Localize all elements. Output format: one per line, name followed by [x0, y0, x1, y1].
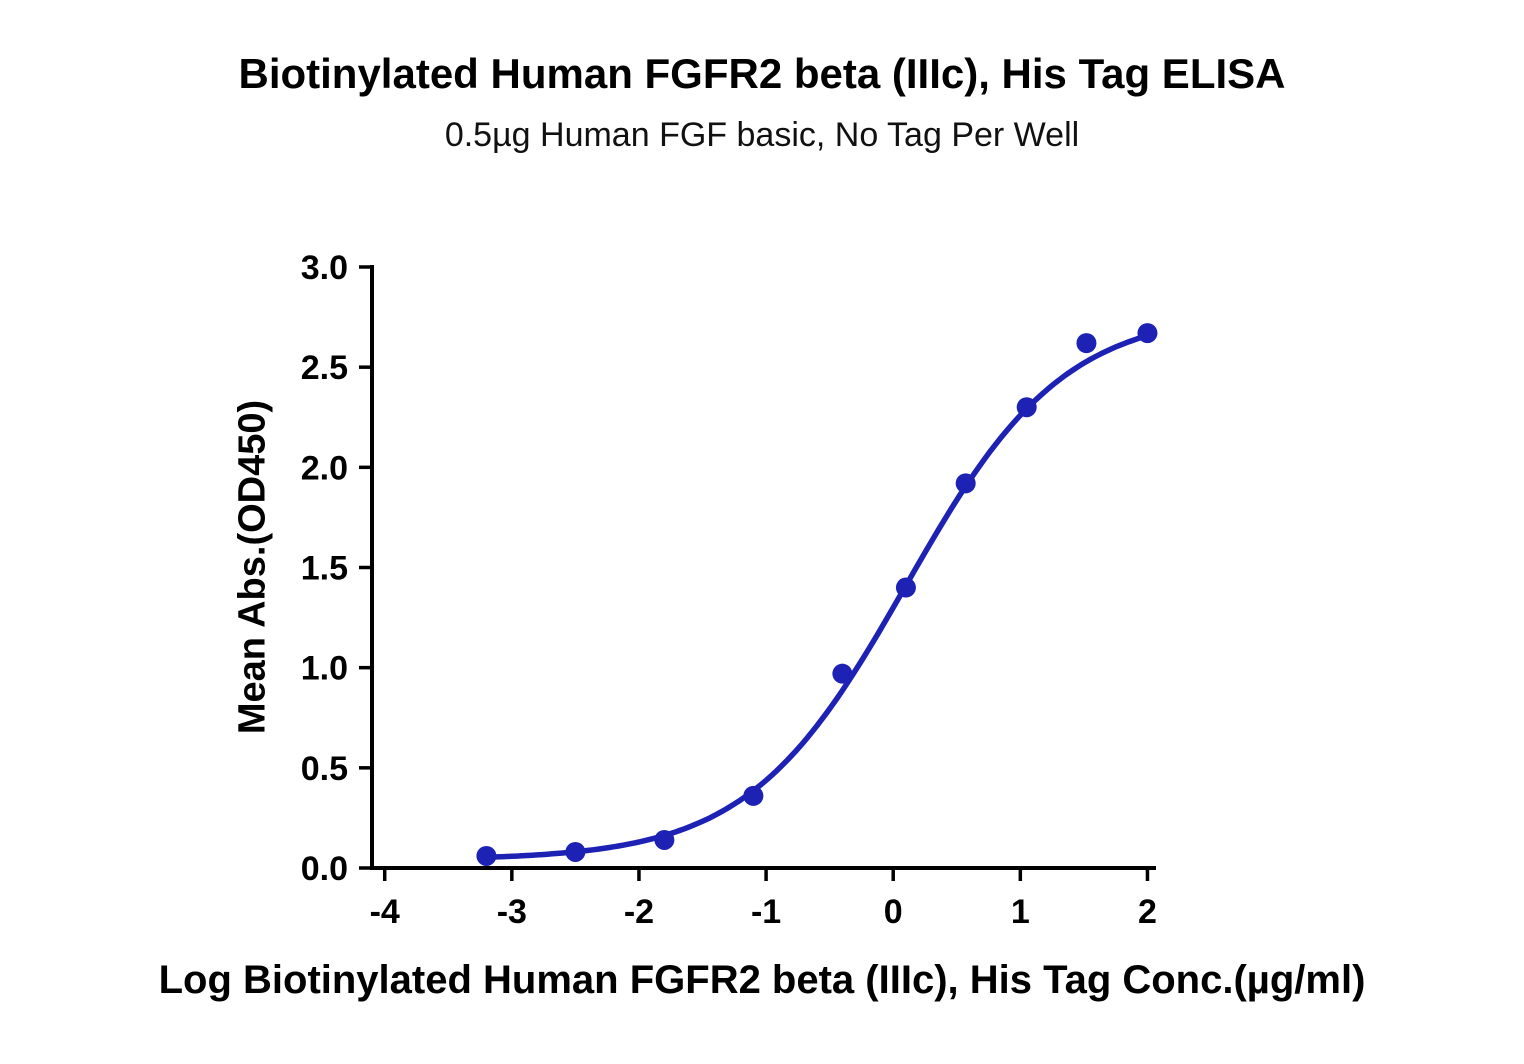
x-tick-label: -4: [370, 893, 400, 931]
fit-curve: [483, 332, 1151, 861]
chart-title: Biotinylated Human FGFR2 beta (IIIc), Hi…: [238, 50, 1286, 97]
x-tick-label: -2: [624, 893, 654, 931]
x-tick-label: 1: [1011, 893, 1030, 931]
y-tick-label: 0.0: [301, 850, 348, 888]
y-tick-label: 0.5: [301, 750, 348, 788]
x-tick-label: -3: [497, 893, 527, 931]
y-tick-label: 2.0: [301, 449, 348, 487]
data-point: [832, 663, 853, 684]
data-point: [955, 473, 976, 494]
data-point: [476, 845, 497, 866]
data-point: [1137, 323, 1158, 344]
data-point: [895, 577, 916, 598]
y-tick-label: 1.5: [301, 550, 348, 588]
data-point: [565, 841, 586, 862]
data-point: [1016, 397, 1037, 418]
data-point: [1076, 333, 1097, 354]
data-point: [743, 785, 764, 806]
y-tick-label: 3.0: [301, 249, 348, 287]
data-point: [654, 829, 675, 850]
chart-subtitle: 0.5µg Human FGF basic, No Tag Per Well: [444, 116, 1080, 154]
x-tick-label: -1: [751, 893, 781, 931]
x-tick-label: 0: [884, 893, 903, 931]
x-tick-label: 2: [1138, 893, 1157, 931]
y-tick-label: 1.0: [301, 650, 348, 688]
y-tick-label: 2.5: [301, 349, 348, 387]
x-axis-label: Log Biotinylated Human FGFR2 beta (IIIc)…: [158, 958, 1366, 1002]
